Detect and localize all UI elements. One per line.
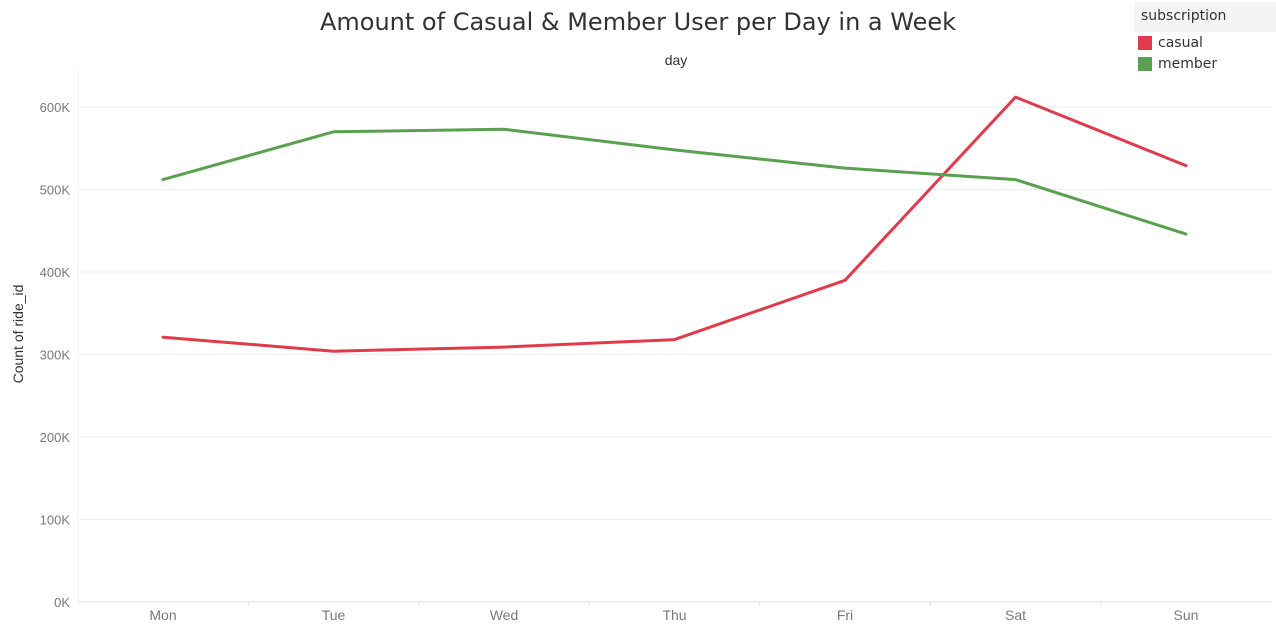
legend[interactable]: subscription casual member <box>1134 2 1276 74</box>
legend-title: subscription <box>1134 2 1276 32</box>
x-tick-label: Fri <box>837 607 853 623</box>
x-tick-label: Mon <box>149 607 176 623</box>
legend-label-member: member <box>1158 55 1218 72</box>
y-tick-label: 400K <box>40 265 71 280</box>
y-tick-label: 200K <box>40 430 71 445</box>
legend-swatch-casual <box>1138 35 1152 50</box>
y-tick-label: 600K <box>40 100 71 115</box>
chart-title: Amount of Casual & Member User per Day i… <box>319 8 957 36</box>
series-line-casual[interactable] <box>161 95 1188 353</box>
y-tick-label: 300K <box>40 348 71 363</box>
x-tick-label: Wed <box>490 607 519 623</box>
y-tick-label: 0K <box>54 595 70 610</box>
y-tick-label: 100K <box>40 513 71 528</box>
x-tick-label: Tue <box>322 607 346 623</box>
x-axis-label: day <box>665 52 688 68</box>
legend-swatch-member <box>1138 56 1152 71</box>
y-tick-label: 500K <box>40 183 71 198</box>
y-axis-label: Count of ride_id <box>10 285 26 384</box>
x-tick-label: Thu <box>662 607 686 623</box>
legend-item-member[interactable]: member <box>1134 53 1276 74</box>
series-line-member[interactable] <box>161 127 1188 236</box>
legend-label-casual: casual <box>1158 34 1203 51</box>
x-tick-label: Sat <box>1005 607 1026 623</box>
legend-item-casual[interactable]: casual <box>1134 32 1276 53</box>
x-tick-label: Sun <box>1174 607 1199 623</box>
